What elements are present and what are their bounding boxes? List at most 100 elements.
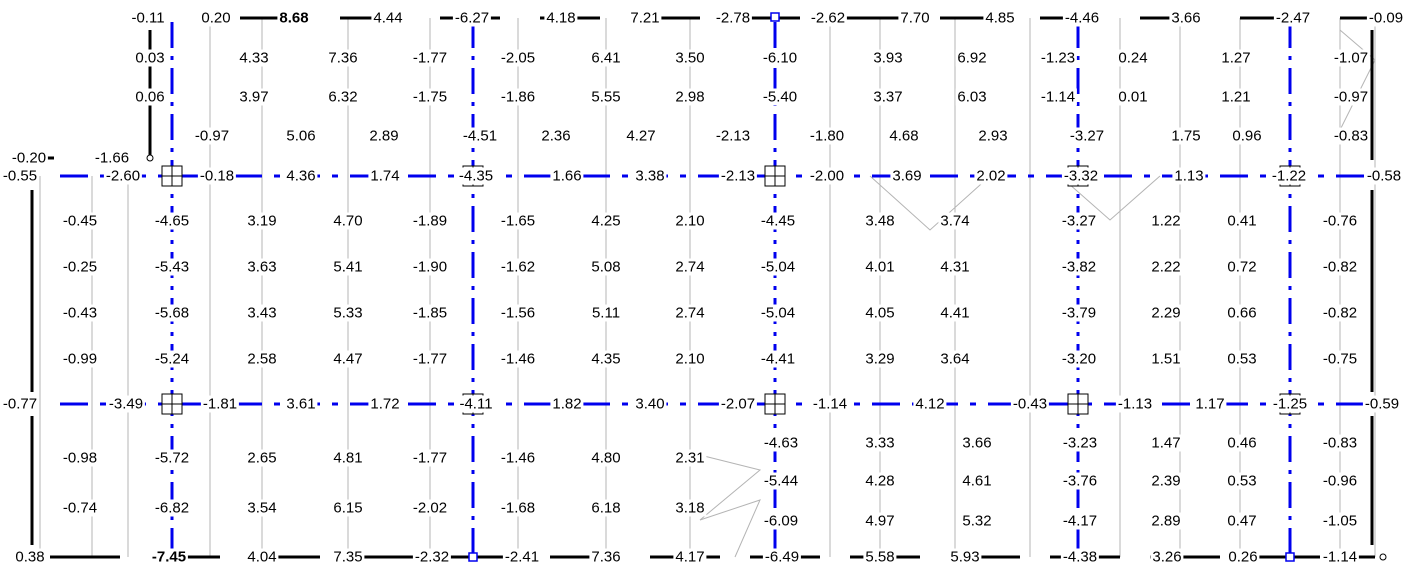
value-label: 7.70 — [898, 9, 932, 27]
value-label: -0.43 — [1010, 395, 1050, 413]
value-label: -2.05 — [498, 49, 538, 67]
value-label: 6.41 — [589, 49, 623, 67]
value-label: -0.74 — [60, 499, 100, 517]
value-label: -2.78 — [713, 9, 753, 27]
value-label: -1.62 — [498, 258, 538, 276]
value-label: 3.69 — [890, 167, 924, 185]
value-label: 5.33 — [331, 304, 365, 322]
value-label: -5.40 — [760, 88, 800, 106]
value-label: 3.50 — [673, 49, 707, 67]
value-label: -3.32 — [1061, 167, 1101, 185]
value-label: 4.25 — [589, 212, 623, 230]
value-label: -0.55 — [0, 167, 40, 185]
value-label: -3.23 — [1060, 434, 1100, 452]
value-label: 4.97 — [863, 512, 897, 530]
value-label: -2.47 — [1273, 9, 1313, 27]
value-label: -1.77 — [410, 49, 450, 67]
value-label: 5.41 — [331, 258, 365, 276]
value-label: -0.82 — [1320, 304, 1360, 322]
value-label: -0.77 — [0, 395, 40, 413]
value-label: 2.29 — [1149, 304, 1183, 322]
value-label: -0.97 — [1331, 88, 1371, 106]
value-label: -0.76 — [1320, 212, 1360, 230]
value-label: 0.24 — [1116, 49, 1150, 67]
value-label: 0.01 — [1116, 88, 1150, 106]
value-label: 2.93 — [976, 127, 1010, 145]
value-label: -1.07 — [1331, 49, 1371, 67]
value-label: -0.98 — [60, 449, 100, 467]
value-label: -1.90 — [410, 258, 450, 276]
value-label: -1.77 — [410, 350, 450, 368]
value-label: -1.65 — [498, 212, 538, 230]
value-label: 4.27 — [624, 127, 658, 145]
value-label: 5.58 — [863, 548, 897, 566]
value-label: -2.60 — [103, 167, 143, 185]
value-label: 3.38 — [633, 167, 667, 185]
value-label: -1.77 — [410, 449, 450, 467]
value-label: 8.68 — [277, 9, 311, 27]
value-label: 1.21 — [1219, 88, 1253, 106]
value-label: 2.10 — [673, 350, 707, 368]
value-label: -5.68 — [152, 304, 192, 322]
value-label: -0.99 — [60, 350, 100, 368]
value-label: -1.56 — [498, 304, 538, 322]
value-label: 4.70 — [331, 212, 365, 230]
value-label: 7.21 — [628, 9, 662, 27]
value-label: -0.11 — [129, 9, 167, 27]
value-label: -1.05 — [1320, 512, 1360, 530]
value-label: 4.05 — [863, 304, 897, 322]
value-label: 3.19 — [245, 212, 279, 230]
value-label: 3.63 — [245, 258, 279, 276]
value-label: -4.46 — [1062, 9, 1102, 27]
value-label: -6.10 — [760, 49, 800, 67]
value-label: -0.82 — [1320, 258, 1360, 276]
value-label: 2.36 — [539, 127, 573, 145]
value-label: -0.83 — [1320, 434, 1360, 452]
value-label: -1.85 — [410, 304, 450, 322]
value-label: 3.97 — [237, 88, 271, 106]
value-label: -0.96 — [1320, 472, 1360, 490]
value-label: 4.85 — [983, 9, 1017, 27]
value-label: -4.51 — [460, 127, 500, 145]
value-label: 1.51 — [1149, 350, 1183, 368]
value-label: 3.43 — [245, 304, 279, 322]
value-label: 4.31 — [938, 258, 972, 276]
value-label: 3.66 — [1169, 9, 1203, 27]
value-label: -3.27 — [1059, 212, 1099, 230]
value-label: 1.72 — [368, 395, 402, 413]
value-label: 5.11 — [589, 304, 623, 322]
value-label: 0.66 — [1225, 304, 1259, 322]
value-label: 3.64 — [938, 350, 972, 368]
value-label: 4.12 — [913, 395, 947, 413]
value-label: -1.80 — [807, 127, 847, 145]
value-label: 5.93 — [948, 548, 982, 566]
value-label: -1.25 — [1270, 395, 1310, 413]
value-label: 7.36 — [326, 49, 360, 67]
value-label: 1.27 — [1219, 49, 1253, 67]
value-label: -1.46 — [498, 449, 538, 467]
value-label: 0.26 — [1226, 548, 1260, 566]
value-label: 1.47 — [1149, 434, 1183, 452]
value-label: 1.74 — [368, 167, 402, 185]
value-label: -1.13 — [1115, 395, 1155, 413]
value-label: -3.82 — [1059, 258, 1099, 276]
value-label: -0.97 — [192, 127, 232, 145]
value-label: -0.20 — [9, 149, 49, 167]
value-label: -1.22 — [1269, 167, 1309, 185]
value-label: -7.45 — [149, 548, 189, 566]
value-label: -6.09 — [761, 512, 801, 530]
value-label: -3.49 — [106, 395, 146, 413]
value-label: 3.61 — [284, 395, 318, 413]
value-label: 0.06 — [133, 88, 167, 106]
value-label: 4.28 — [863, 472, 897, 490]
value-label: 1.66 — [550, 167, 584, 185]
value-label: 3.40 — [633, 395, 667, 413]
value-label: 5.06 — [284, 127, 318, 145]
value-label: -0.18 — [197, 167, 237, 185]
value-label: 4.01 — [863, 258, 897, 276]
value-label: -0.45 — [60, 212, 100, 230]
value-label: 3.93 — [871, 49, 905, 67]
value-label: 4.44 — [371, 9, 405, 27]
value-label: 6.15 — [331, 499, 365, 517]
